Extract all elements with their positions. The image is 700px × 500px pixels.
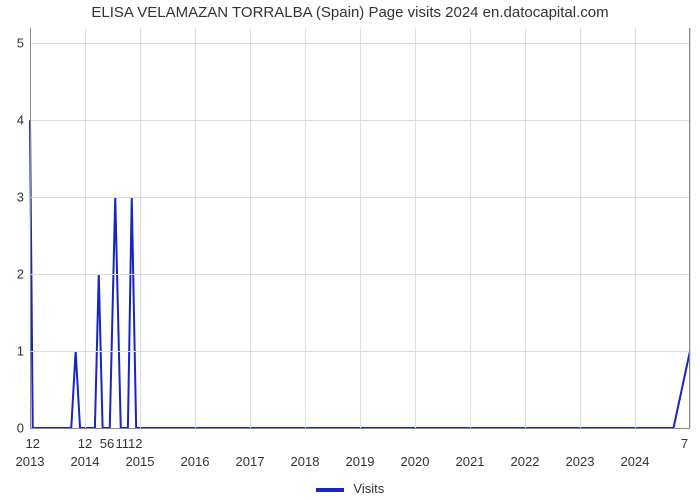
legend-label: Visits: [353, 481, 384, 496]
ytick-label: 3: [17, 190, 24, 205]
value-label: 1112: [116, 436, 143, 451]
legend: Visits: [0, 481, 700, 496]
gridline-v: [580, 28, 581, 428]
gridline-v: [415, 28, 416, 428]
ytick-label: 0: [17, 421, 24, 436]
plot-area: 0123452013201420152016201720182019202020…: [30, 28, 690, 428]
xtick-label: 2018: [291, 454, 320, 469]
xtick-label: 2020: [401, 454, 430, 469]
ytick-label: 4: [17, 113, 24, 128]
xtick-label: 2023: [566, 454, 595, 469]
chart-container: ELISA VELAMAZAN TORRALBA (Spain) Page vi…: [0, 0, 700, 500]
value-label: 12: [78, 436, 92, 451]
xtick-label: 2015: [126, 454, 155, 469]
xtick-label: 2021: [456, 454, 485, 469]
xtick-label: 2014: [71, 454, 100, 469]
ytick-label: 5: [17, 36, 24, 51]
ytick-label: 2: [17, 267, 24, 282]
xtick-label: 2017: [236, 454, 265, 469]
gridline-v: [85, 28, 86, 428]
gridline-v: [635, 28, 636, 428]
gridline-v: [525, 28, 526, 428]
value-label: 12: [26, 436, 40, 451]
axis-line: [30, 28, 31, 428]
value-label: 7: [681, 436, 688, 451]
xtick-label: 2013: [16, 454, 45, 469]
value-label: 56: [100, 436, 114, 451]
gridline-v: [690, 28, 691, 428]
gridline-v: [305, 28, 306, 428]
xtick-label: 2019: [346, 454, 375, 469]
gridline-v: [470, 28, 471, 428]
chart-title: ELISA VELAMAZAN TORRALBA (Spain) Page vi…: [0, 4, 700, 21]
xtick-label: 2016: [181, 454, 210, 469]
axis-line: [30, 428, 690, 429]
axis-line: [689, 28, 690, 428]
ytick-label: 1: [17, 344, 24, 359]
xtick-label: 2024: [621, 454, 650, 469]
gridline-v: [140, 28, 141, 428]
xtick-label: 2022: [511, 454, 540, 469]
gridline-v: [360, 28, 361, 428]
legend-swatch: [316, 488, 344, 492]
gridline-v: [195, 28, 196, 428]
gridline-v: [250, 28, 251, 428]
